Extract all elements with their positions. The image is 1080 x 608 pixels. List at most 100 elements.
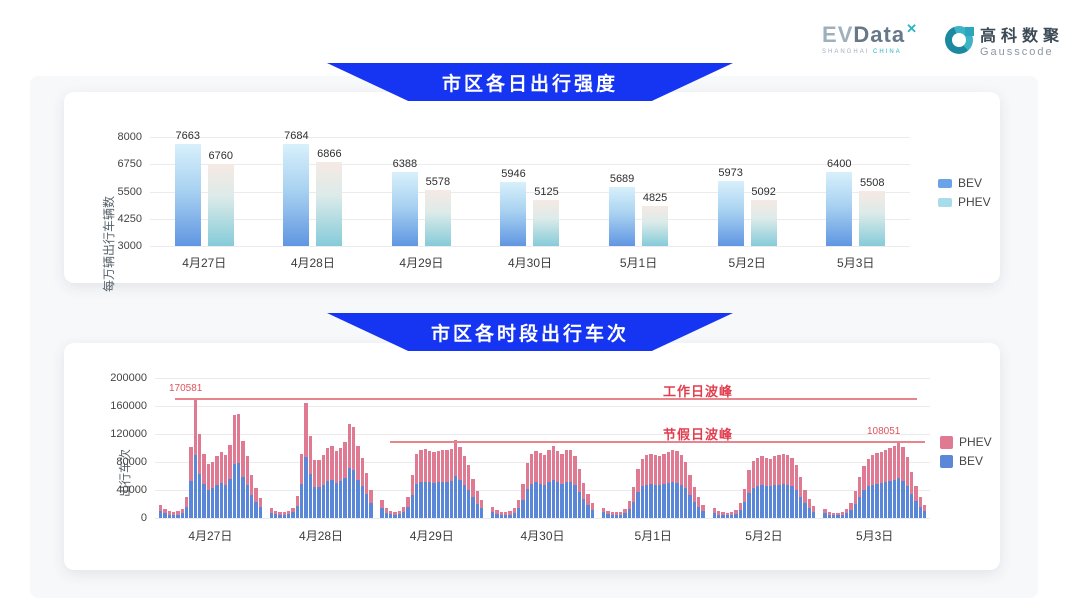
bev-segment (517, 508, 521, 518)
day-bar-group (709, 378, 820, 518)
bev-segment (369, 503, 373, 518)
x-axis-label: 4月27日 (182, 256, 227, 270)
stacked-bar (888, 448, 892, 518)
bev-segment (287, 514, 291, 518)
stacked-bar (879, 451, 883, 518)
phev-segment (249, 475, 254, 496)
phev-segment (351, 427, 356, 470)
phev-segment (679, 455, 684, 485)
stacked-bar (551, 445, 556, 518)
stacked-bar (236, 413, 241, 518)
stacked-bar (521, 484, 525, 518)
bev-bar: 7663 (174, 130, 201, 246)
stacked-bar (176, 511, 180, 518)
phev-segment (551, 445, 556, 480)
legend-item-phev[interactable]: PHEV (938, 195, 991, 209)
stacked-bar (312, 459, 317, 518)
bev-segment (688, 494, 692, 518)
hourly-trips-card: 出行车次 0 40000 80000 120000 160000 200000 4月27日 4… (64, 343, 1000, 570)
phev-segment (547, 450, 551, 483)
x-axis-label: 5月3日 (837, 256, 875, 270)
phev-segment (304, 403, 308, 458)
phev-segment (334, 451, 338, 483)
bev-segment (475, 503, 479, 518)
y-axis-tick-label: 200000 (110, 372, 147, 384)
stacked-bar (764, 457, 768, 518)
legend-item-phev[interactable]: PHEV (940, 435, 992, 449)
stacked-bar (269, 508, 274, 518)
bev-segment (879, 482, 883, 518)
evdata-logo-subtext-accent: CHINA (873, 49, 902, 55)
bev-segment (870, 484, 875, 518)
day-bar-group (487, 378, 598, 518)
stacked-bar (249, 475, 254, 518)
bev-segment (402, 512, 406, 518)
stacked-bar (274, 511, 278, 518)
phev-segment (232, 415, 236, 464)
gausscode-logo-en: Gausscode (979, 46, 1054, 58)
stacked-bar (849, 502, 853, 518)
stacked-bar (755, 457, 760, 518)
phev-segment (716, 511, 721, 515)
stacked-bar (658, 456, 662, 518)
bev-segment (495, 513, 499, 518)
bev-segment (551, 479, 556, 518)
bev-segment (662, 483, 666, 518)
bev-segment (512, 512, 517, 518)
phev-segment (423, 449, 428, 482)
bev-segment (282, 515, 287, 518)
bev-segment (334, 482, 338, 518)
stacked-bar (471, 478, 475, 518)
bev-segment (534, 482, 538, 518)
bev-segment (827, 514, 831, 518)
stacked-bar (768, 458, 773, 518)
phev-segment (445, 449, 449, 482)
hourly-trips-chart: 0 40000 80000 120000 160000 200000 4月27日 4月28日 4… (110, 372, 930, 543)
stacked-bar (640, 458, 645, 518)
phev-segment (742, 488, 747, 503)
stacked-bar (197, 434, 202, 518)
stacked-bar (278, 512, 282, 518)
bev-segment (755, 486, 760, 518)
bev-bar: 6388 (391, 158, 418, 246)
bev-segment (325, 480, 330, 518)
stacked-bar (844, 508, 849, 518)
phev-segment (751, 460, 755, 488)
evdata-logo-ev: EV (822, 22, 854, 47)
phev-legend-swatch (938, 197, 952, 207)
stacked-bar (573, 456, 577, 518)
bar-value-label: 6388 (392, 158, 418, 171)
phev-segment (803, 490, 807, 504)
stacked-bar (402, 506, 406, 518)
phev-segment (436, 450, 441, 483)
bev-segment (432, 482, 436, 518)
phev-segment (495, 510, 499, 514)
bar-group: 5973 5092 (693, 137, 802, 246)
phev-segment (755, 457, 760, 487)
phev-segment (773, 456, 777, 486)
phev-segment (534, 450, 538, 483)
phev-segment (831, 512, 836, 516)
stacked-bar (360, 457, 364, 518)
stacked-bar (883, 450, 888, 518)
bev-segment (909, 493, 914, 518)
bev-segment (180, 513, 184, 518)
day-bar-group (598, 378, 709, 518)
phev-segment (840, 511, 844, 515)
gridline (155, 490, 930, 491)
bev-segment (454, 476, 458, 518)
y-axis-tick-label: 5500 (117, 185, 142, 198)
phev-segment (338, 448, 343, 481)
stacked-bar (627, 501, 632, 518)
bar-group: 6388 5578 (367, 137, 476, 246)
phev-segment (862, 465, 866, 491)
legend-item-bev[interactable]: BEV (940, 454, 992, 468)
phev-segment (799, 477, 803, 497)
legend-item-bev[interactable]: BEV (938, 176, 991, 190)
phev-segment (491, 506, 495, 513)
phev-segment (692, 487, 697, 502)
stacked-bar (499, 511, 504, 518)
bev-segment (632, 501, 636, 518)
phev-segment (922, 505, 927, 512)
phev-segment (184, 497, 189, 507)
